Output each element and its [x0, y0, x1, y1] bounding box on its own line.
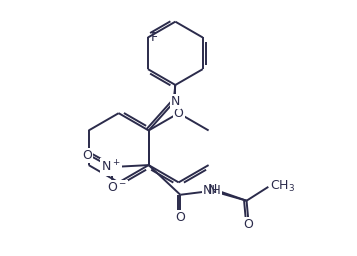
Text: O: O	[174, 107, 183, 120]
Text: O$^-$: O$^-$	[107, 181, 127, 194]
Text: N: N	[171, 95, 180, 108]
Text: O: O	[243, 218, 253, 231]
Text: F: F	[151, 31, 158, 44]
Text: N$^+$: N$^+$	[101, 159, 121, 175]
Text: N: N	[208, 183, 218, 196]
Text: NH: NH	[202, 184, 221, 197]
Text: O: O	[175, 211, 185, 224]
Text: O: O	[82, 149, 92, 162]
Text: N: N	[208, 183, 218, 196]
Text: CH$_3$: CH$_3$	[270, 179, 296, 194]
